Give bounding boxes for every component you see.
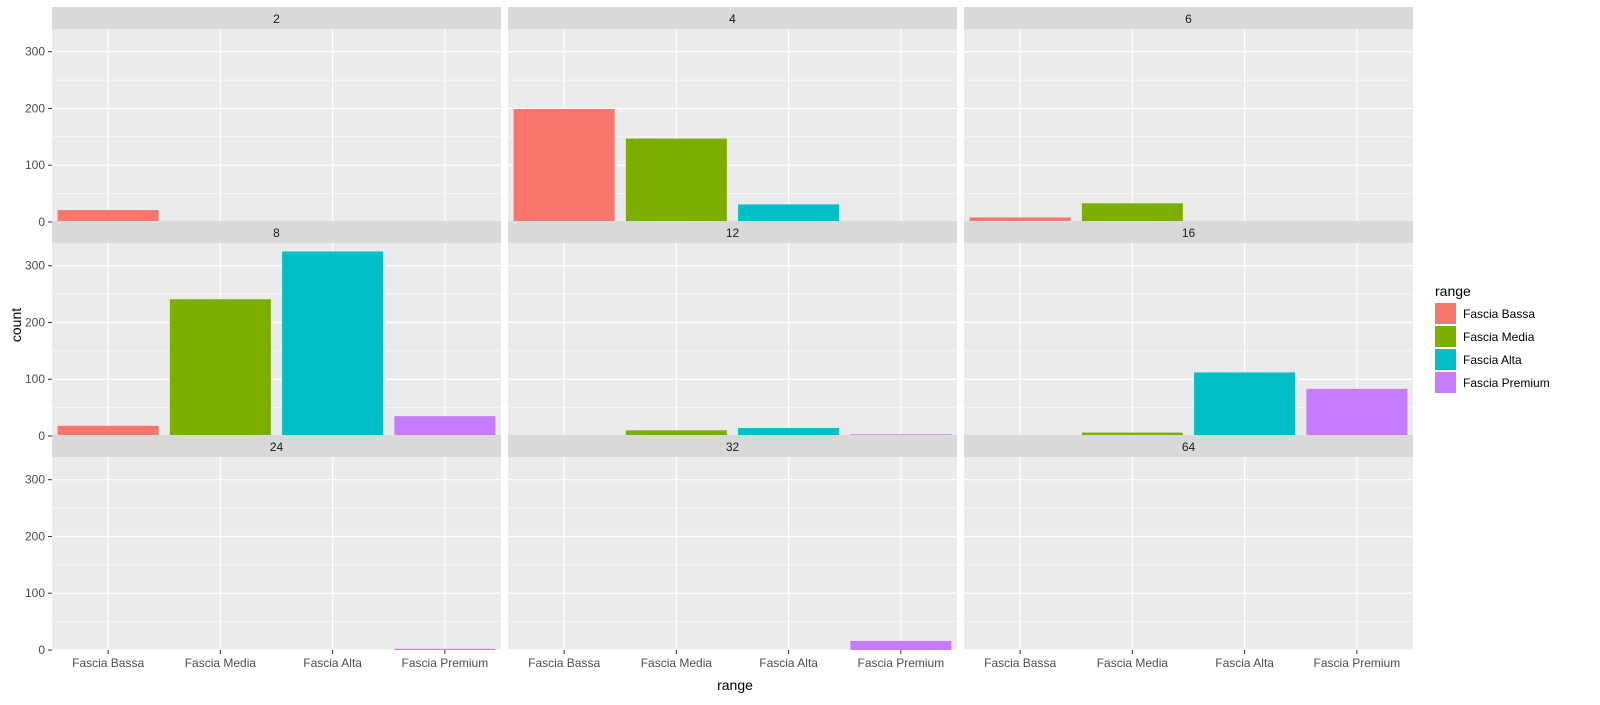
bar — [1194, 372, 1296, 436]
legend: range Fascia Bassa Fascia Media Fascia Alt… — [1435, 283, 1550, 393]
bar — [625, 430, 727, 436]
legend-title: range — [1435, 283, 1471, 299]
panel-background — [964, 29, 1413, 222]
x-tick-label: Fascia Premium — [402, 656, 489, 670]
facet-strip — [964, 7, 1413, 29]
facet-panel: 2 0 100 200 300 — [25, 7, 501, 229]
legend-entry: Fascia Alta — [1435, 349, 1522, 370]
y-tick-label: 200 — [25, 529, 45, 543]
facet-strip-label: 24 — [270, 440, 284, 454]
bar — [57, 425, 159, 436]
x-axis-title: range — [717, 677, 753, 693]
legend-swatch — [1435, 372, 1456, 393]
bar — [969, 217, 1071, 222]
y-tick-label: 0 — [38, 643, 45, 657]
facet-strip — [508, 435, 957, 457]
legend-label: Fascia Bassa — [1463, 307, 1535, 321]
facet-panel: 6 — [964, 7, 1413, 223]
bar — [513, 109, 615, 222]
facet-strip-label: 2 — [273, 12, 280, 26]
bar — [850, 640, 952, 650]
bar — [625, 138, 727, 222]
y-tick-label: 300 — [25, 473, 45, 487]
y-tick-label: 300 — [25, 45, 45, 59]
y-tick-label: 200 — [25, 101, 45, 115]
x-tick-label: Fascia Premium — [1314, 656, 1401, 670]
bar — [1081, 432, 1183, 436]
panel-background — [508, 243, 957, 436]
facet-panel: 12 — [508, 221, 957, 437]
facet-panel: 32 Fascia Bassa Fascia Media Fascia Alta Fas… — [508, 435, 957, 670]
panel-background — [52, 457, 501, 650]
legend-label: Fascia Premium — [1463, 376, 1550, 390]
facet-panel: 16 — [964, 221, 1413, 437]
facet-strip — [52, 435, 501, 457]
y-tick-label: 300 — [25, 259, 45, 273]
facet-strip-label: 32 — [726, 440, 740, 454]
panel-background — [508, 457, 957, 650]
bar — [1306, 388, 1408, 436]
x-tick-label: Fascia Premium — [858, 656, 945, 670]
x-tick-label: Fascia Bassa — [984, 656, 1056, 670]
x-tick-label: Fascia Bassa — [72, 656, 144, 670]
x-tick-label: Fascia Alta — [303, 656, 362, 670]
bar — [57, 210, 159, 222]
bar — [738, 428, 840, 436]
x-tick-label: Fascia Media — [641, 656, 713, 670]
legend-entry: Fascia Bassa — [1435, 303, 1535, 324]
facet-strip — [508, 7, 957, 29]
y-tick-label: 0 — [38, 429, 45, 443]
facet-strip — [964, 221, 1413, 243]
x-tick-label: Fascia Media — [185, 656, 257, 670]
facet-strip-label: 8 — [273, 226, 280, 240]
facet-panel: 4 — [508, 7, 957, 223]
facet-strip — [52, 7, 501, 29]
legend-entry: Fascia Media — [1435, 326, 1535, 347]
facet-strip-label: 6 — [1185, 12, 1192, 26]
facet-panel: 8 0 100 200 300 — [25, 221, 501, 443]
x-tick-label: Fascia Alta — [759, 656, 818, 670]
panel-background — [52, 29, 501, 222]
panel-background — [964, 457, 1413, 650]
x-tick-label: Fascia Media — [1097, 656, 1169, 670]
facet-panels: 2 0 100 200 300 4 6 8 0 100 200 300 12 16 24 0 100 200 300… — [25, 7, 1413, 670]
legend-swatch — [1435, 349, 1456, 370]
legend-label: Fascia Alta — [1463, 353, 1522, 367]
x-tick-label: Fascia Bassa — [528, 656, 600, 670]
y-tick-label: 100 — [25, 586, 45, 600]
bar — [394, 648, 496, 650]
facet-strip — [52, 221, 501, 243]
legend-swatch — [1435, 326, 1456, 347]
panel-background — [52, 243, 501, 436]
facet-strip — [508, 221, 957, 243]
facet-panel: 64 Fascia Bassa Fascia Media Fascia Alta Fas… — [964, 435, 1413, 670]
facet-panel: 24 0 100 200 300 Fascia Bassa Fascia Media Fasc… — [25, 435, 501, 670]
facet-strip-label: 16 — [1182, 226, 1196, 240]
y-tick-label: 100 — [25, 158, 45, 172]
bar — [1081, 203, 1183, 222]
bar — [282, 251, 384, 436]
legend-entry: Fascia Premium — [1435, 372, 1550, 393]
facet-strip-label: 12 — [726, 226, 740, 240]
y-axis-title: count — [8, 308, 24, 342]
legend-swatch — [1435, 303, 1456, 324]
legend-label: Fascia Media — [1463, 330, 1535, 344]
facet-strip — [964, 435, 1413, 457]
y-tick-label: 0 — [38, 215, 45, 229]
y-tick-label: 100 — [25, 372, 45, 386]
bar — [738, 204, 840, 222]
facet-strip-label: 64 — [1182, 440, 1196, 454]
x-tick-label: Fascia Alta — [1215, 656, 1274, 670]
bar — [169, 299, 271, 436]
facet-strip-label: 4 — [729, 12, 736, 26]
bar — [394, 416, 496, 436]
y-tick-label: 200 — [25, 315, 45, 329]
